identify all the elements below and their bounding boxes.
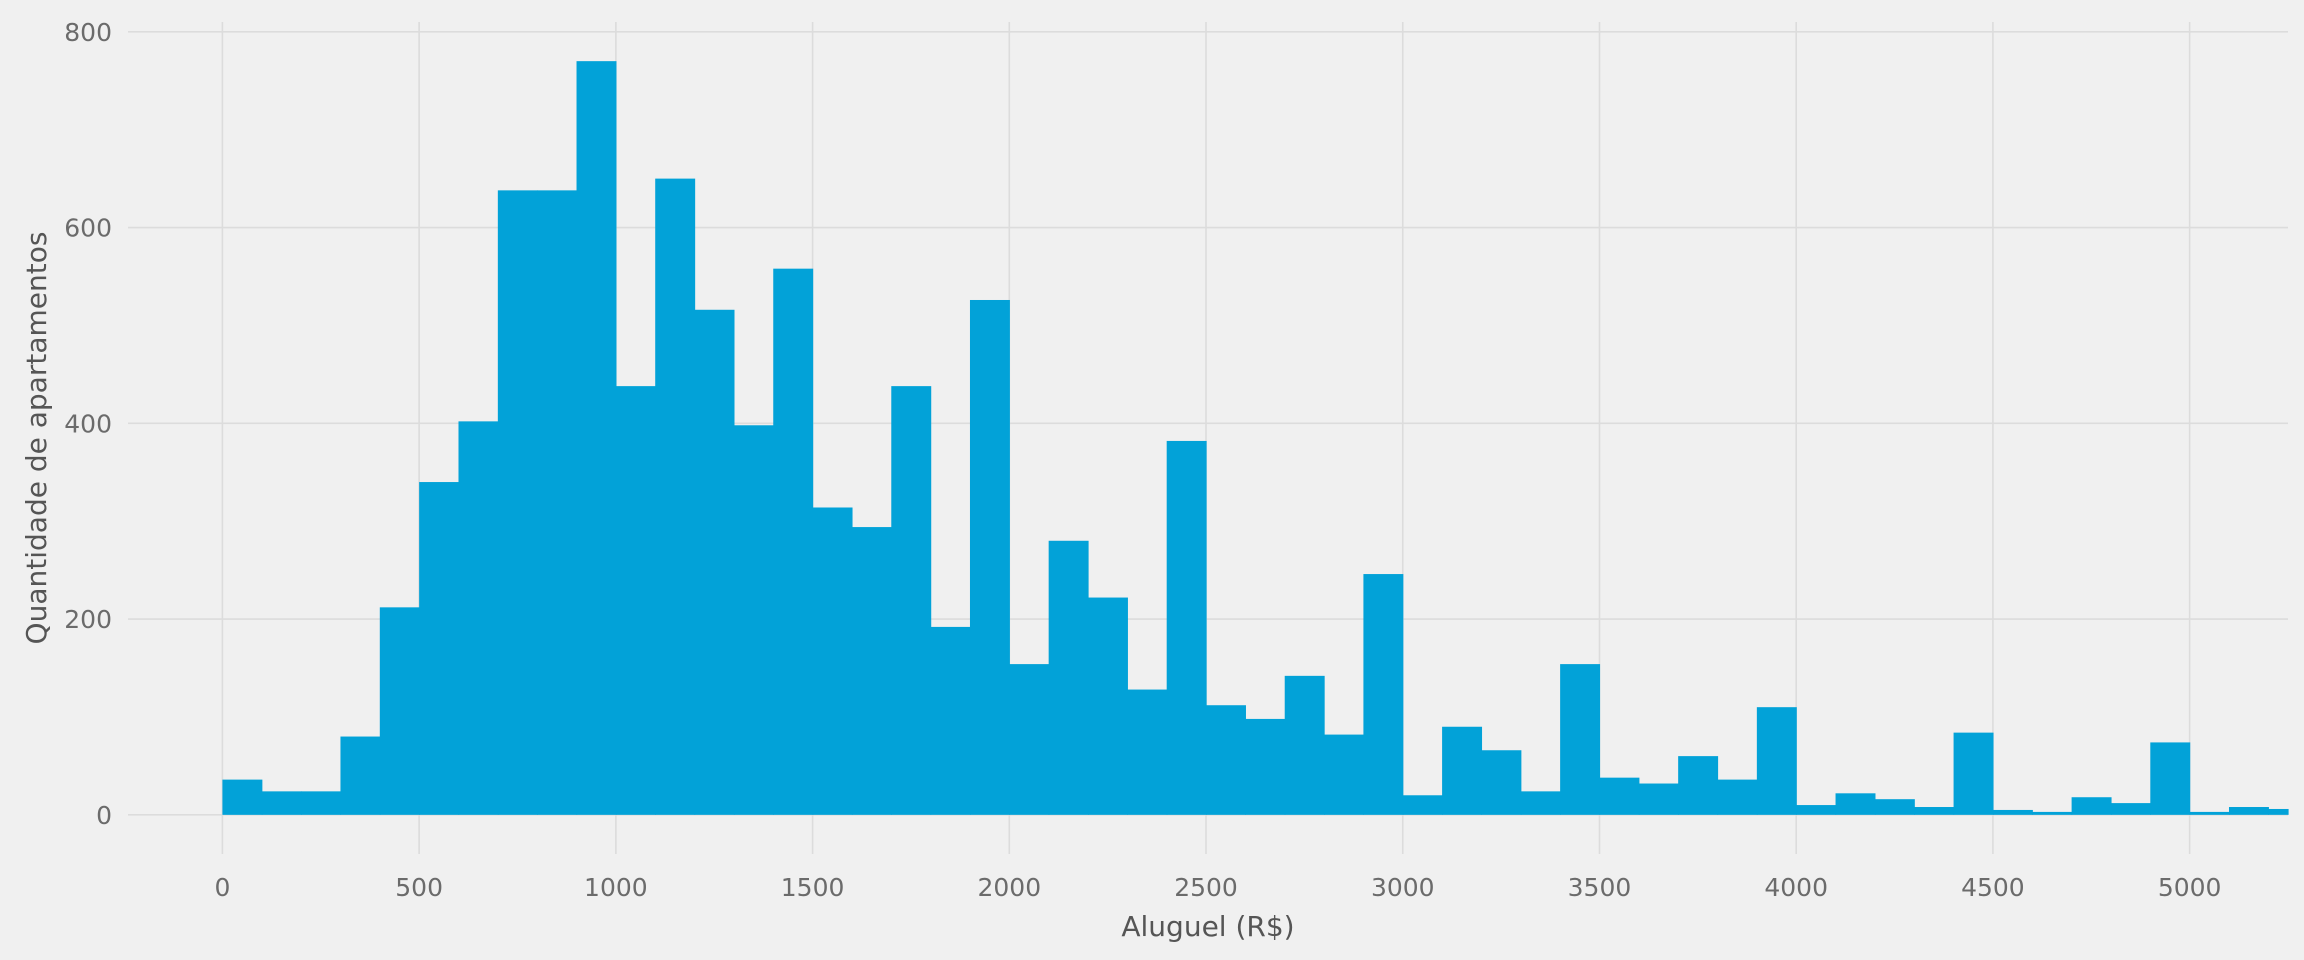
histogram-bar (1324, 734, 1365, 815)
x-axis-label: Aluguel (R$) (1121, 910, 1294, 943)
x-tick-label: 500 (395, 873, 443, 902)
histogram-bar (1914, 807, 1955, 815)
x-tick-label: 5000 (2158, 873, 2222, 902)
histogram-bar (1560, 664, 1601, 815)
histogram-bar (1245, 718, 1286, 815)
y-axis-label: Quantidade de apartamentos (20, 232, 53, 645)
histogram-bar (1009, 664, 1050, 815)
histogram-bar (1127, 689, 1168, 815)
histogram-bar (969, 299, 1010, 815)
histogram-bar (1717, 779, 1758, 815)
histogram-bar (458, 421, 499, 815)
histogram-bar (1678, 756, 1719, 815)
histogram-bar (1402, 795, 1443, 815)
histogram-bar (655, 178, 696, 815)
histogram-bar (773, 268, 814, 815)
histogram-bar (2228, 807, 2269, 815)
histogram-bar (1442, 726, 1483, 815)
histogram-bar (1599, 777, 1640, 815)
histogram-bar (2032, 811, 2073, 815)
histogram-bar (2071, 797, 2112, 815)
histogram-bar (891, 386, 932, 815)
x-tick-label: 0 (214, 873, 230, 902)
y-tick-label: 800 (64, 18, 112, 47)
histogram-bar (1284, 675, 1325, 815)
histogram-bar (1363, 574, 1404, 815)
histogram-bar (1166, 440, 1207, 815)
x-tick-label: 3000 (1371, 873, 1435, 902)
histogram-bar (930, 626, 971, 815)
histogram-bar (1088, 597, 1128, 815)
histogram-bar (537, 190, 578, 815)
x-tick-label: 4500 (1961, 873, 2025, 902)
x-tick-label: 1000 (584, 873, 648, 902)
x-tick-label: 2500 (1174, 873, 1238, 902)
histogram-bar (2110, 803, 2151, 815)
ticks-layer: 0 500 1000 1500 2000 2500 3000 3500 4000 4500 5000… (64, 18, 2221, 902)
histogram-bar (340, 736, 381, 815)
y-tick-label: 600 (64, 214, 112, 243)
histogram-bar (1638, 783, 1679, 815)
bars-layer (222, 61, 2289, 815)
histogram-bar (1481, 750, 1522, 815)
histogram-bar (1835, 793, 1876, 815)
histogram-bar (615, 386, 656, 815)
histogram-bar (1756, 707, 1797, 815)
y-tick-label: 0 (96, 801, 112, 830)
x-tick-label: 2000 (977, 873, 1041, 902)
x-tick-label: 4000 (1764, 873, 1828, 902)
histogram-bar (576, 61, 617, 815)
y-tick-label: 400 (64, 409, 112, 438)
histogram-bar (812, 507, 853, 815)
histogram-bar (733, 425, 774, 815)
histogram-bar (1206, 705, 1246, 815)
histogram-bar (222, 779, 263, 815)
histogram-bar (2268, 808, 2289, 815)
histogram-bar (379, 607, 420, 815)
histogram-bar (1953, 732, 1994, 815)
histogram-bar (694, 309, 735, 815)
histogram-bar (261, 791, 302, 815)
histogram-bar (1048, 540, 1089, 815)
y-tick-label: 200 (64, 605, 112, 634)
x-tick-label: 1500 (781, 873, 845, 902)
histogram-bar (1796, 805, 1837, 815)
histogram-bar (2189, 811, 2230, 815)
histogram-bar (2150, 742, 2191, 815)
x-tick-label: 3500 (1568, 873, 1632, 902)
histogram-bar (1520, 791, 1561, 815)
histogram-bar (419, 482, 460, 815)
histogram-bar (497, 190, 538, 815)
histogram-bar (1992, 809, 2033, 815)
histogram-bar (301, 791, 342, 815)
histogram-bar (851, 527, 892, 815)
histogram-bar (1874, 799, 1915, 815)
